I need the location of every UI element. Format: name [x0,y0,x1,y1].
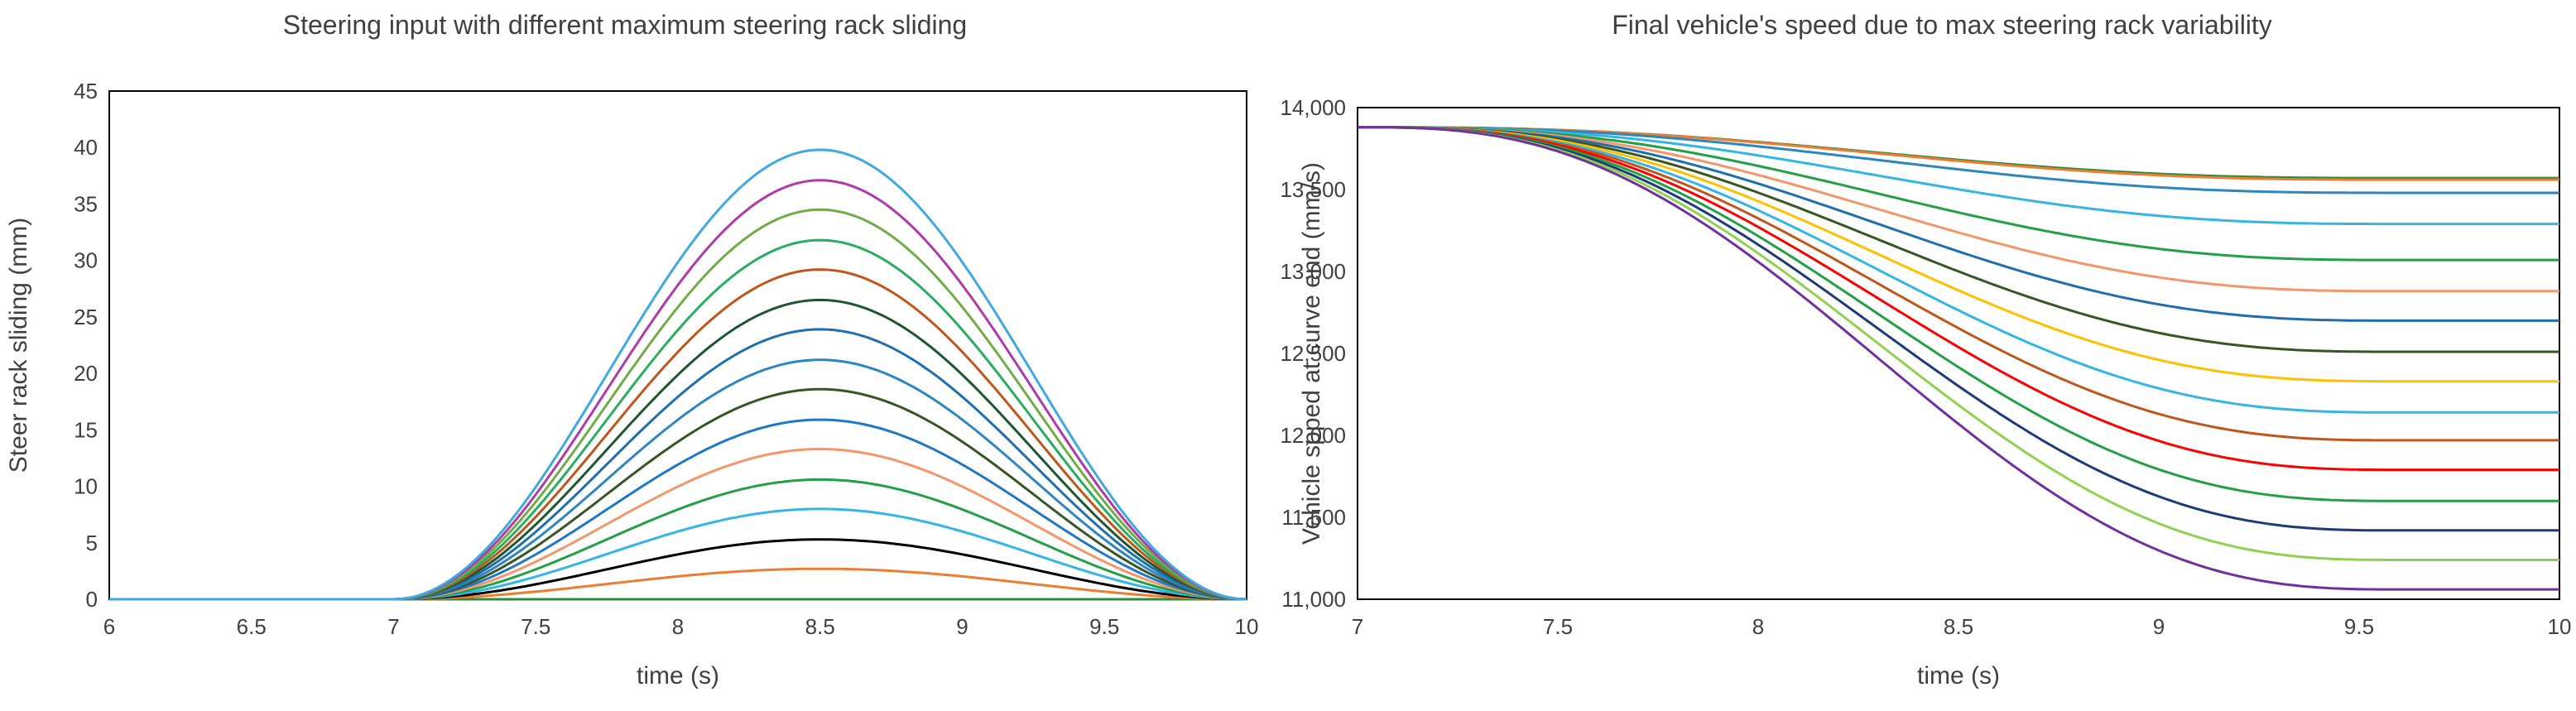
x-tick-label: 7 [387,614,399,639]
y-tick-label: 11,000 [1281,587,1346,612]
x-axis-title: time (s) [1917,662,2000,689]
x-tick-label: 6.5 [237,614,267,639]
y-axis-title: Vehicle spped at curve end (mm/s) [1298,162,1325,545]
y-tick-label: 12,500 [1280,341,1346,366]
x-tick-label: 7.5 [521,614,550,639]
x-tick-label: 8 [672,614,684,639]
y-tick-label: 35 [74,191,98,216]
series-line [1358,126,2559,293]
x-tick-label: 9.5 [1089,614,1119,639]
x-axis-title: time (s) [637,662,719,689]
y-tick-label: 0 [86,587,98,612]
x-tick-label: 6 [103,614,115,639]
series-line [1358,126,2559,414]
steering-input-chart: Steering input with different maximum st… [0,0,1275,711]
y-tick-label: 45 [74,79,98,103]
y-axis-title: Steer rack sliding (mm) [5,218,32,473]
series-line [109,148,1247,601]
y-tick-label: 13,500 [1280,177,1346,202]
x-tick-label: 8.5 [805,614,835,639]
y-tick-label: 15 [74,417,98,442]
x-tick-label: 9 [956,614,968,639]
y-tick-label: 20 [74,361,98,386]
y-tick-label: 13,000 [1280,259,1346,284]
series-line [1358,126,2559,353]
vehicle-speed-chart: Final vehicle's speed due to max steerin… [1280,0,2576,711]
x-tick-label: 9.5 [2344,614,2374,639]
x-tick-label: 8 [1752,614,1764,639]
y-tick-label: 11,500 [1281,505,1346,530]
y-tick-label: 10 [74,474,98,499]
series-line [1358,126,2559,322]
y-tick-label: 30 [74,248,98,273]
steering-input-plot: 6 6.5 7 7.5 8 8.5 9 9.5 10 0 5 10 15 20 25 30 35 40 45 time… [5,79,1259,689]
y-tick-label: 5 [86,531,98,555]
x-tick-label: 10 [2548,614,2572,639]
series-line [1358,126,2559,532]
x-tick-label: 9 [2153,614,2165,639]
series-line [1358,126,2559,195]
series-line [1358,126,2559,591]
series-line [1358,126,2559,262]
plot-area [1357,107,2560,600]
series-line [1358,126,2559,442]
chart-title: Steering input with different maximum st… [282,10,968,40]
y-tick-label: 12,000 [1280,423,1346,448]
vehicle-speed-plot: 7 7.5 8 8.5 9 9.5 10 11,000 11,500 12,000 12,500 13… [1280,95,2572,689]
x-tick-label: 10 [1235,614,1259,639]
series-line [1358,126,2559,383]
x-tick-label: 7 [1352,614,1363,639]
x-tick-label: 8.5 [1944,614,1973,639]
y-tick-label: 25 [74,305,98,329]
plot-area [108,90,1247,600]
series-line [1358,126,2559,226]
chart-title: Final vehicle's speed due to max steerin… [1612,10,2272,40]
series-line [1358,126,2559,561]
x-tick-label: 7.5 [1543,614,1573,639]
series-line [1358,126,2559,502]
series-line [1358,126,2559,472]
y-tick-label: 14,000 [1280,95,1346,120]
y-tick-label: 40 [74,135,98,160]
